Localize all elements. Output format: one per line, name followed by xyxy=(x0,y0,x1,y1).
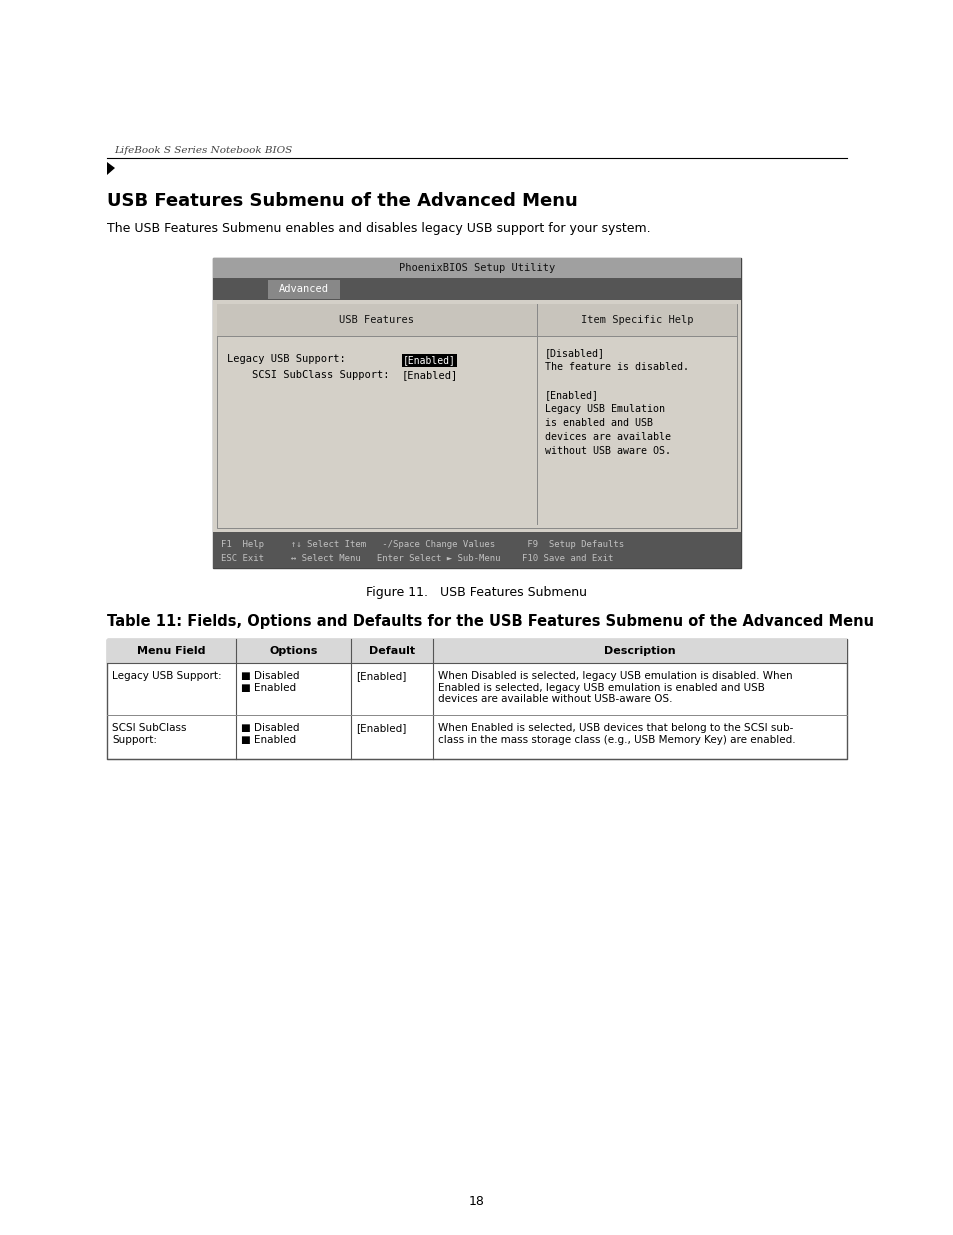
Text: When Disabled is selected, legacy USB emulation is disabled. When
Enabled is sel: When Disabled is selected, legacy USB em… xyxy=(437,671,791,704)
Text: ■ Disabled
■ Enabled: ■ Disabled ■ Enabled xyxy=(241,722,299,745)
Text: Menu Field: Menu Field xyxy=(137,646,206,656)
Text: Options: Options xyxy=(270,646,317,656)
Text: without USB aware OS.: without USB aware OS. xyxy=(544,446,670,456)
Text: [Enabled]: [Enabled] xyxy=(355,671,406,680)
Text: is enabled and USB: is enabled and USB xyxy=(544,417,652,429)
Text: ■ Disabled
■ Enabled: ■ Disabled ■ Enabled xyxy=(241,671,299,693)
Text: Default: Default xyxy=(369,646,415,656)
Text: ESC Exit     ↔ Select Menu   Enter Select ► Sub-Menu    F10 Save and Exit: ESC Exit ↔ Select Menu Enter Select ► Su… xyxy=(221,555,613,563)
Text: LifeBook S Series Notebook BIOS: LifeBook S Series Notebook BIOS xyxy=(113,146,292,156)
Bar xyxy=(213,258,740,278)
Bar xyxy=(213,300,740,532)
Text: USB Features: USB Features xyxy=(339,315,414,325)
Text: devices are available: devices are available xyxy=(544,432,670,442)
Text: [Disabled]: [Disabled] xyxy=(544,348,604,358)
Text: [Enabled]: [Enabled] xyxy=(544,390,598,400)
Text: Description: Description xyxy=(603,646,675,656)
Bar xyxy=(401,354,456,367)
Bar xyxy=(213,258,740,568)
Text: Advanced: Advanced xyxy=(278,284,329,294)
Text: SCSI SubClass Support:: SCSI SubClass Support: xyxy=(227,370,389,380)
Text: PhoenixBIOS Setup Utility: PhoenixBIOS Setup Utility xyxy=(398,263,555,273)
Bar xyxy=(213,532,740,568)
Text: Legacy USB Emulation: Legacy USB Emulation xyxy=(544,404,664,414)
Bar xyxy=(107,638,846,760)
Text: [Enabled]: [Enabled] xyxy=(401,370,457,380)
Text: Table 11: Fields, Options and Defaults for the USB Features Submenu of the Advan: Table 11: Fields, Options and Defaults f… xyxy=(107,614,873,629)
Text: Figure 11.   USB Features Submenu: Figure 11. USB Features Submenu xyxy=(366,585,587,599)
Text: Legacy USB Support:: Legacy USB Support: xyxy=(112,671,221,680)
Text: The USB Features Submenu enables and disables legacy USB support for your system: The USB Features Submenu enables and dis… xyxy=(107,222,650,235)
Text: F1  Help     ↑↓ Select Item   -/Space Change Values      F9  Setup Defaults: F1 Help ↑↓ Select Item -/Space Change Va… xyxy=(221,540,623,550)
Text: 18: 18 xyxy=(469,1195,484,1208)
Text: SCSI SubClass
Support:: SCSI SubClass Support: xyxy=(112,722,186,745)
Bar xyxy=(216,304,737,529)
Text: Legacy USB Support:: Legacy USB Support: xyxy=(227,354,345,364)
Polygon shape xyxy=(107,162,115,175)
Text: Item Specific Help: Item Specific Help xyxy=(580,315,693,325)
Bar xyxy=(213,278,740,300)
Bar xyxy=(107,638,846,663)
Text: The feature is disabled.: The feature is disabled. xyxy=(544,362,688,372)
Text: USB Features Submenu of the Advanced Menu: USB Features Submenu of the Advanced Men… xyxy=(107,191,578,210)
Text: [Enabled]: [Enabled] xyxy=(355,722,406,734)
Bar xyxy=(216,304,737,336)
Text: When Enabled is selected, USB devices that belong to the SCSI sub-
class in the : When Enabled is selected, USB devices th… xyxy=(437,722,795,745)
Bar xyxy=(268,280,339,299)
Text: [Enabled]: [Enabled] xyxy=(402,356,456,366)
